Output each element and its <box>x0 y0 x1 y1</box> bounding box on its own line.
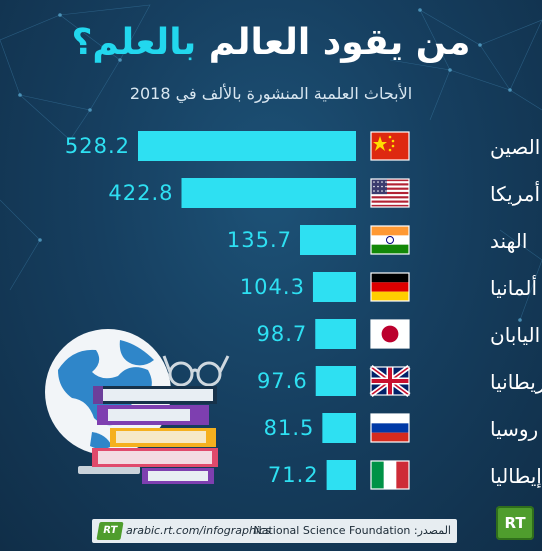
category-label-2: الهند <box>490 229 527 253</box>
value-label-6: 81.5 <box>264 416 315 440</box>
uk-flag-icon <box>369 364 411 398</box>
category-label-0: الصين <box>490 135 540 159</box>
value-label-7: 71.2 <box>268 463 319 487</box>
russia-flag-icon <box>370 413 410 443</box>
value-label-0: 528.2 <box>65 134 130 158</box>
rt-logo: RT <box>496 506 534 540</box>
bar-1 <box>181 178 356 208</box>
germany-flag-icon <box>370 272 410 302</box>
china-flag-icon <box>370 131 410 161</box>
category-label-4: اليابان <box>490 323 540 347</box>
rt-logo-small: RT <box>96 522 124 540</box>
bar-2 <box>299 225 356 255</box>
footer-bar: RT arabic.rt.com/infographics المصدر: Na… <box>92 519 457 543</box>
bar-3 <box>312 272 356 302</box>
japan-flag-icon <box>370 319 410 349</box>
bar-0 <box>138 131 356 161</box>
category-label-6: روسيا <box>490 417 538 441</box>
category-label-5: بريطانيا <box>490 370 542 394</box>
category-label-7: إيطاليا <box>490 464 542 489</box>
chart-title: من يقود العالم بالعلم؟ <box>0 22 542 63</box>
value-label-2: 135.7 <box>227 228 292 252</box>
bar-4 <box>315 319 356 349</box>
india-flag-icon <box>370 225 410 255</box>
italy-flag-icon <box>370 460 410 490</box>
footer-url[interactable]: arabic.rt.com/infographics <box>126 524 271 537</box>
value-label-5: 97.6 <box>257 369 308 393</box>
value-label-3: 104.3 <box>240 275 305 299</box>
category-label-1: أمريكا <box>490 181 540 206</box>
usa-flag-icon <box>370 178 410 208</box>
footer-source: المصدر: National Science Foundation <box>253 524 451 537</box>
title-accent: بالعلم؟ <box>71 22 197 63</box>
chart-subtitle: الأبحاث العلمية المنشورة بالألف في 2018 <box>129 84 413 103</box>
bar-7 <box>326 460 356 490</box>
bar-chart: 528.2 الصين 422.8 أمريكا 135.7 الهند 104.3 ألما… <box>65 131 542 490</box>
title-prefix: من يقود العالم <box>196 22 471 63</box>
category-label-3: ألمانيا <box>490 275 537 300</box>
value-label-1: 422.8 <box>108 181 173 205</box>
bar-5 <box>315 366 356 396</box>
bar-6 <box>322 413 356 443</box>
value-label-4: 98.7 <box>256 322 307 346</box>
